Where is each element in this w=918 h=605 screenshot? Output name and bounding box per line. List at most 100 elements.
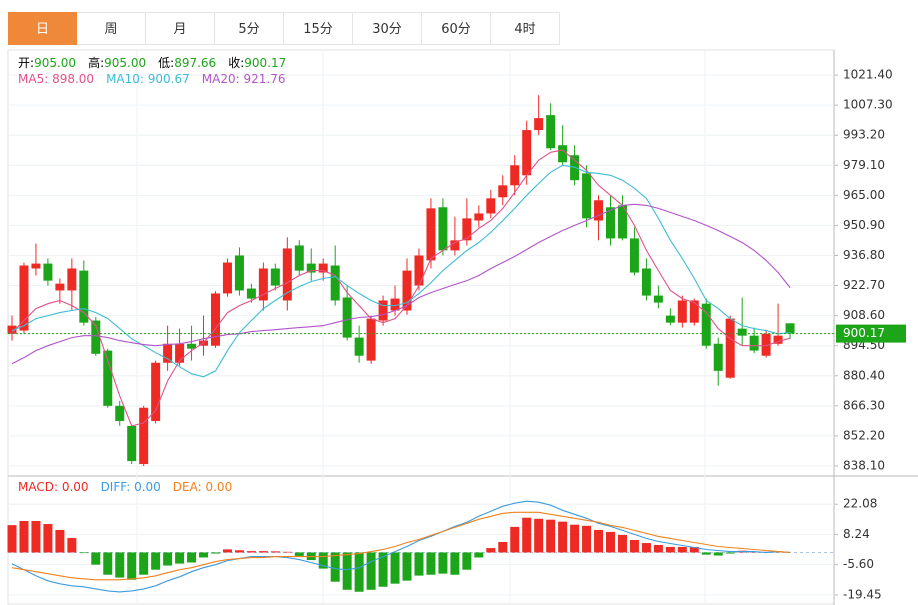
- candle-body: [486, 198, 496, 214]
- macd-bar: [43, 524, 53, 553]
- last-price-box: [836, 324, 906, 343]
- period-tab[interactable]: 月: [146, 12, 215, 45]
- macd-bar: [713, 552, 723, 556]
- legend-name: DIFF: [101, 480, 135, 494]
- legend-value: 900.67: [147, 72, 190, 86]
- legend-name: MA5: [18, 72, 52, 86]
- legend-item: MA20921.76: [202, 72, 286, 86]
- candle-body: [594, 200, 604, 221]
- macd-bar: [689, 546, 699, 553]
- candle-body: [175, 343, 185, 363]
- macd-bar: [402, 552, 412, 581]
- candle-body: [629, 238, 639, 273]
- candle-body: [330, 265, 340, 301]
- y-tick-label: 880.40: [843, 368, 885, 382]
- macd-bar: [438, 552, 448, 574]
- candle-body: [653, 295, 663, 303]
- macd-bar: [450, 552, 460, 575]
- quote-value: 897.66: [174, 56, 217, 70]
- candle-body: [234, 255, 244, 291]
- macd-bar: [665, 546, 675, 553]
- period-tab[interactable]: 15分: [284, 12, 353, 45]
- period-tab[interactable]: 周: [77, 12, 146, 45]
- candle-body: [127, 425, 137, 462]
- macd-bar: [378, 552, 388, 587]
- period-tab[interactable]: 日: [8, 12, 77, 45]
- y-tick-label: 993.20: [843, 128, 885, 142]
- candle-body: [79, 270, 89, 323]
- candle-body: [558, 145, 568, 163]
- candle-body: [31, 263, 41, 269]
- macd-bar: [725, 552, 735, 554]
- candle-body: [701, 303, 711, 346]
- macd-bar: [701, 552, 711, 555]
- candle-body: [510, 165, 520, 186]
- candle-body: [606, 207, 615, 239]
- quote-label: 收: [228, 56, 244, 70]
- macd-bar: [318, 552, 328, 569]
- candle-body: [139, 407, 149, 465]
- legend-item: MA5898.00: [18, 72, 94, 86]
- macd-bar: [617, 534, 627, 553]
- macd-bar: [234, 550, 244, 553]
- macd-bar: [582, 525, 592, 553]
- indicator-line: [11, 203, 791, 365]
- macd-bar: [139, 552, 149, 575]
- candle-body: [151, 362, 161, 421]
- macd-bar: [462, 552, 472, 570]
- candle-body: [402, 270, 412, 311]
- macd-bar: [677, 546, 687, 553]
- candle-body: [366, 318, 376, 361]
- period-tab[interactable]: 60分: [422, 12, 491, 45]
- macd-bar: [103, 552, 113, 575]
- macd-bar: [31, 520, 41, 553]
- candle-body: [282, 248, 292, 301]
- y-tick-label: 8.24: [843, 527, 870, 541]
- macd-bar: [426, 552, 436, 575]
- macd-bar: [19, 520, 29, 553]
- macd-bar: [414, 552, 424, 576]
- candle-body: [582, 173, 592, 219]
- candle-body: [43, 263, 53, 281]
- legend-value: 0.00: [205, 480, 233, 494]
- candle-body: [258, 268, 268, 301]
- macd-bar: [342, 552, 352, 590]
- candle-body: [222, 262, 232, 294]
- period-tab[interactable]: 5分: [215, 12, 284, 45]
- y-tick-label: 950.90: [843, 218, 885, 232]
- indicator-line: [11, 164, 791, 378]
- candle-body: [7, 325, 17, 334]
- period-tab[interactable]: 4时: [491, 12, 560, 45]
- ma-legend: MA5898.00 MA10900.67 MA20921.76: [18, 72, 285, 86]
- macd-bar: [127, 552, 137, 580]
- candle-body: [91, 320, 101, 354]
- quote-item: 高905.00: [88, 54, 146, 71]
- macd-bar: [7, 525, 17, 553]
- macd-bar: [282, 551, 292, 553]
- period-tab[interactable]: 30分: [353, 12, 422, 45]
- candle-body: [414, 255, 424, 286]
- quote-item: 开905.00: [18, 54, 76, 71]
- macd-bar: [270, 551, 280, 553]
- macd-bar: [594, 529, 604, 553]
- macd-bar: [79, 552, 89, 554]
- y-tick-label: 979.10: [843, 158, 885, 172]
- candle-body: [438, 207, 448, 251]
- candle-body: [294, 245, 304, 271]
- candle-body: [498, 185, 508, 198]
- y-tick-label: 965.00: [843, 188, 885, 202]
- candle-body: [318, 263, 328, 273]
- macd-bar: [534, 518, 544, 553]
- macd-bar: [199, 552, 209, 558]
- indicator-line: [11, 511, 791, 581]
- macd-bar: [151, 552, 161, 570]
- quote-label: 开: [18, 56, 34, 70]
- candle-body: [713, 343, 723, 371]
- quote-value: 905.00: [104, 56, 147, 70]
- y-tick-label: 936.80: [843, 248, 885, 262]
- macd-bar: [366, 552, 376, 590]
- candle-body: [426, 208, 436, 261]
- macd-bar: [354, 552, 364, 592]
- y-tick-label: 22.08: [843, 497, 877, 511]
- macd-bar: [258, 551, 268, 553]
